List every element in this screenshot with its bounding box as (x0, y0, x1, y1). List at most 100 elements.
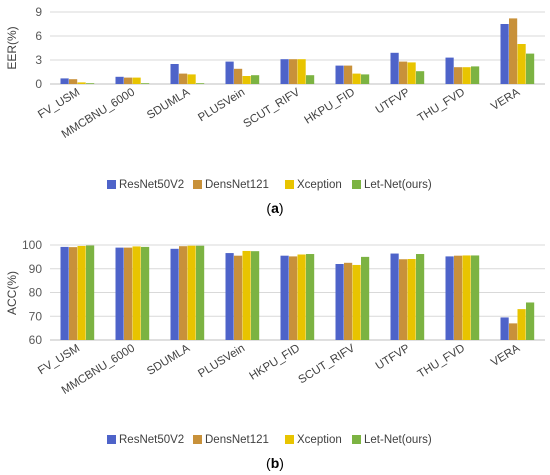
legend-swatch (352, 180, 361, 189)
y-tick-label: 0 (35, 77, 42, 91)
bar-xception (132, 246, 141, 340)
legend-label: ResNet50V2 (119, 434, 184, 446)
panel-b-bars (60, 245, 535, 340)
bar-let-net-ours (526, 53, 535, 84)
y-tick-label: 9 (35, 5, 42, 19)
panel-b-y-ticks: 60 70 80 90 100 (22, 238, 42, 347)
panel-a-y-ticks: 0 3 6 9 (35, 5, 42, 91)
bar-resnet50v2 (390, 52, 399, 84)
y-tick-label: 60 (29, 333, 43, 347)
x-tick-label: THU_FVD (416, 86, 467, 124)
panel-b-label: (b) (266, 455, 284, 471)
bar-densnet121 (69, 79, 78, 84)
bar-resnet50v2 (280, 255, 289, 340)
bar-densnet121 (399, 61, 408, 84)
y-tick-label: 6 (35, 29, 42, 43)
bar-let-net-ours (471, 66, 480, 84)
y-tick-label: 70 (29, 309, 43, 323)
bar-resnet50v2 (445, 57, 454, 84)
legend-swatch (352, 435, 361, 444)
bar-xception (77, 245, 86, 340)
bar-densnet121 (234, 255, 243, 340)
legend-label: DensNet121 (205, 179, 269, 191)
bar-xception (187, 74, 196, 84)
legend-label: Xception (297, 434, 342, 446)
legend-label: Let-Net(ours) (364, 434, 432, 446)
x-tick-label: UTFVP (374, 342, 413, 372)
legend-swatch (193, 435, 202, 444)
bar-resnet50v2 (60, 78, 69, 84)
legend-label: Let-Net(ours) (364, 179, 432, 191)
x-tick-label: VERA (489, 342, 522, 369)
bar-let-net-ours (196, 245, 205, 340)
legend-swatch (193, 180, 202, 189)
legend-item: Let-Net(ours) (352, 434, 432, 446)
x-tick-label: UTFVP (374, 86, 413, 116)
legend-item: Xception (285, 179, 342, 191)
legend-item: DensNet121 (193, 434, 269, 446)
panel-a-bars (60, 18, 535, 84)
bar-xception (297, 59, 306, 84)
bar-densnet121 (289, 59, 298, 84)
panel-a-label: (a) (266, 200, 283, 216)
bar-xception (242, 76, 251, 84)
bar-xception (77, 82, 86, 84)
bar-densnet121 (124, 77, 133, 84)
bar-resnet50v2 (500, 317, 509, 340)
bar-let-net-ours (416, 71, 425, 84)
bar-resnet50v2 (280, 59, 289, 84)
legend-item: Xception (285, 434, 342, 446)
legend-item: ResNet50V2 (107, 434, 184, 446)
x-tick-label: PLUSVein (196, 86, 247, 124)
x-tick-label: FV_USM (36, 342, 82, 377)
legend-label: Xception (297, 179, 342, 191)
bar-xception (352, 73, 361, 84)
bar-densnet121 (69, 247, 78, 340)
bar-resnet50v2 (170, 64, 179, 84)
bar-xception (242, 250, 251, 340)
bar-xception (132, 77, 141, 84)
bar-densnet121 (179, 73, 188, 84)
bar-xception (352, 264, 361, 340)
legend-swatch (285, 180, 294, 189)
bar-xception (187, 245, 196, 340)
legend-item: DensNet121 (193, 179, 269, 191)
legend-swatch (107, 435, 116, 444)
x-tick-label: SDUMLA (145, 342, 192, 378)
bar-let-net-ours (361, 74, 370, 84)
legend-swatch (107, 180, 116, 189)
bar-resnet50v2 (500, 24, 509, 84)
legend-label: ResNet50V2 (119, 179, 184, 191)
bar-let-net-ours (526, 302, 535, 340)
bar-densnet121 (399, 259, 408, 340)
bar-let-net-ours (141, 83, 150, 84)
bar-xception (517, 309, 526, 340)
bar-let-net-ours (251, 251, 260, 340)
x-tick-label: VERA (489, 86, 522, 113)
x-tick-label: FV_USM (36, 86, 82, 121)
bar-xception (462, 67, 471, 84)
bar-let-net-ours (471, 255, 480, 340)
bar-densnet121 (344, 65, 353, 84)
y-tick-label: 90 (29, 262, 43, 276)
bar-resnet50v2 (60, 246, 69, 340)
panel-a-y-axis-title: EER(%) (5, 26, 19, 69)
y-tick-label: 3 (35, 53, 42, 67)
bar-let-net-ours (86, 245, 95, 340)
bar-resnet50v2 (225, 61, 234, 84)
panel-b-legend: ResNet50V2 DensNet121 Xception Let-Net(ours… (107, 434, 432, 446)
legend-item: ResNet50V2 (107, 179, 184, 191)
bar-xception (297, 254, 306, 340)
bar-let-net-ours (141, 246, 150, 340)
bar-resnet50v2 (115, 76, 124, 84)
x-tick-label: HKPU_FID (302, 86, 357, 126)
panel-b-y-axis-title: ACC(%) (5, 271, 19, 315)
x-tick-label: HKPU_FID (247, 342, 302, 382)
bar-densnet121 (179, 246, 188, 340)
bar-let-net-ours (361, 256, 370, 340)
bar-let-net-ours (416, 254, 425, 340)
